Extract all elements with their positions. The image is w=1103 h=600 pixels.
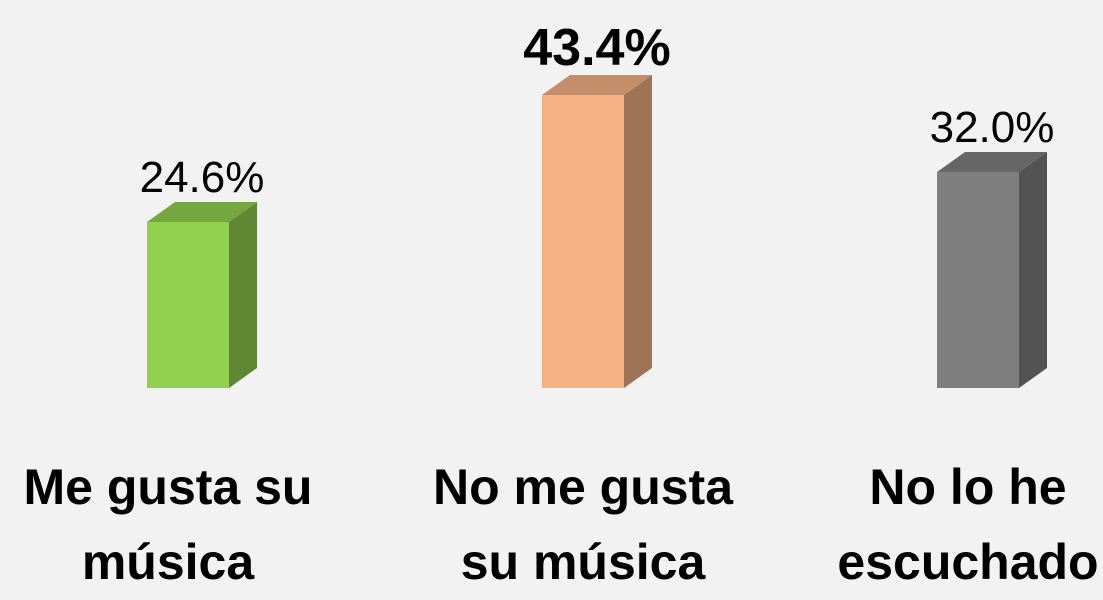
bar: [542, 95, 624, 389]
category-label: No me gusta su música: [432, 459, 734, 590]
bar: [147, 221, 229, 388]
bar-top: [147, 201, 257, 222]
category-label: No lo he escuchado: [837, 459, 1099, 590]
bar: [937, 172, 1019, 388]
bar-top: [542, 75, 652, 96]
bar-side: [1019, 152, 1047, 388]
value-label: 43.4%: [523, 19, 670, 77]
category-label: Me gusta su música: [23, 459, 313, 590]
value-label: 24.6%: [140, 153, 265, 202]
value-label: 32.0%: [930, 103, 1055, 152]
bar-side: [229, 201, 257, 388]
bar-top: [937, 152, 1047, 172]
bar-side: [624, 75, 652, 389]
